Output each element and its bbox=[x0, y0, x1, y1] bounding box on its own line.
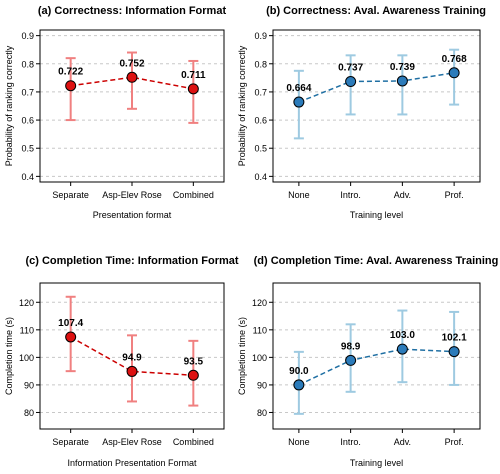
x-tick-label: None bbox=[288, 190, 310, 200]
data-label: 0.664 bbox=[286, 83, 311, 94]
x-tick-label: None bbox=[288, 437, 310, 447]
x-tick-label: Combined bbox=[173, 190, 214, 200]
data-label: 0.722 bbox=[58, 67, 83, 78]
data-point bbox=[396, 343, 408, 355]
y-tick-label: 0.5 bbox=[21, 144, 34, 154]
x-axis-label: Training level bbox=[350, 210, 403, 220]
data-label: 107.4 bbox=[58, 318, 83, 329]
y-axis-label: Probability of ranking correctly bbox=[4, 45, 14, 166]
data-label: 98.9 bbox=[341, 341, 361, 352]
y-tick-label: 90 bbox=[257, 380, 267, 390]
data-label: 102.1 bbox=[442, 333, 467, 344]
data-label: 103.0 bbox=[390, 330, 415, 341]
data-point bbox=[65, 80, 77, 92]
panel-c: 80 90 100 110 120 Separate Asp-Elev Rose Combin… bbox=[4, 255, 239, 468]
data-point bbox=[126, 71, 138, 83]
y-tick-label: 0.6 bbox=[21, 116, 34, 126]
data-point bbox=[293, 379, 305, 391]
y-tick-label: 120 bbox=[19, 298, 34, 308]
data-label: 0.737 bbox=[338, 63, 363, 74]
panel-a: 0.4 0.5 0.6 0.7 0.8 0.9 Separate Asp-Elev Rose C… bbox=[4, 5, 226, 220]
y-tick-label: 100 bbox=[19, 353, 34, 363]
data-point bbox=[345, 76, 357, 88]
y-axis-label: Completion time (s) bbox=[237, 317, 247, 395]
x-tick-label: Prof. bbox=[445, 190, 464, 200]
data-point bbox=[345, 354, 357, 366]
x-tick-label: Separate bbox=[52, 190, 89, 200]
y-tick-label: 100 bbox=[252, 353, 267, 363]
y-tick-label: 110 bbox=[20, 325, 34, 335]
y-tick-label: 0.7 bbox=[21, 87, 34, 97]
y-tick-label: 110 bbox=[253, 325, 267, 335]
panel-b: 0.4 0.5 0.6 0.7 0.8 0.9 None Intro. Adv. Prof. (b)… bbox=[237, 5, 486, 220]
data-point bbox=[293, 96, 305, 108]
x-tick-label: Separate bbox=[52, 437, 89, 447]
y-tick-label: 120 bbox=[252, 298, 267, 308]
data-point bbox=[65, 331, 77, 343]
y-tick-label: 80 bbox=[24, 408, 34, 418]
data-point bbox=[396, 75, 408, 87]
x-tick-label: Asp-Elev Rose bbox=[102, 190, 162, 200]
x-tick-label: Asp-Elev Rose bbox=[102, 437, 162, 447]
x-tick-label: Combined bbox=[173, 437, 214, 447]
x-axis-label: Training level bbox=[350, 458, 403, 468]
y-tick-label: 0.5 bbox=[254, 144, 267, 154]
x-tick-label: Adv. bbox=[394, 437, 411, 447]
data-point bbox=[448, 346, 460, 358]
panel-d: 80 90 100 110 120 None Intro. Adv. Prof. (d) Comp… bbox=[237, 255, 498, 468]
y-tick-label: 0.4 bbox=[254, 172, 267, 182]
data-point bbox=[126, 365, 138, 377]
plot-frame bbox=[272, 29, 481, 183]
series-line bbox=[70, 76, 194, 90]
series-line bbox=[298, 72, 455, 103]
y-tick-label: 90 bbox=[24, 380, 34, 390]
chart-title: (d) Completion Time: Aval. Awareness Tra… bbox=[254, 255, 499, 267]
chart-title: (a) Correctness: Information Format bbox=[38, 5, 227, 17]
data-label: 0.711 bbox=[181, 70, 206, 81]
x-axis-label: Presentation format bbox=[93, 210, 172, 220]
y-tick-label: 80 bbox=[257, 408, 267, 418]
series-line bbox=[298, 348, 455, 386]
data-point bbox=[448, 67, 460, 79]
y-tick-label: 0.8 bbox=[21, 59, 34, 69]
plot-frame bbox=[272, 282, 481, 430]
y-tick-label: 0.8 bbox=[254, 59, 267, 69]
data-label: 94.9 bbox=[122, 352, 142, 363]
data-label: 0.752 bbox=[119, 58, 144, 69]
y-tick-label: 0.7 bbox=[254, 87, 267, 97]
y-tick-label: 0.4 bbox=[21, 172, 34, 182]
data-point bbox=[187, 83, 199, 95]
y-tick-label: 0.6 bbox=[254, 116, 267, 126]
chart-title: (b) Correctness: Aval. Awareness Trainin… bbox=[266, 5, 486, 17]
data-point bbox=[187, 369, 199, 381]
y-axis-label: Completion time (s) bbox=[4, 317, 14, 395]
y-tick-label: 0.9 bbox=[254, 31, 267, 41]
x-tick-label: Prof. bbox=[445, 437, 464, 447]
data-label: 0.739 bbox=[390, 62, 415, 73]
x-tick-label: Adv. bbox=[394, 190, 411, 200]
x-tick-label: Intro. bbox=[340, 190, 361, 200]
x-axis-label: Information Presentation Format bbox=[67, 458, 197, 468]
y-tick-label: 0.9 bbox=[21, 31, 34, 41]
data-label: 90.0 bbox=[289, 366, 309, 377]
y-axis-label: Probability of ranking correctly bbox=[237, 45, 247, 166]
data-label: 93.5 bbox=[184, 356, 204, 367]
chart-title: (c) Completion Time: Information Format bbox=[25, 255, 238, 267]
x-tick-label: Intro. bbox=[340, 437, 361, 447]
data-label: 0.768 bbox=[442, 54, 467, 65]
